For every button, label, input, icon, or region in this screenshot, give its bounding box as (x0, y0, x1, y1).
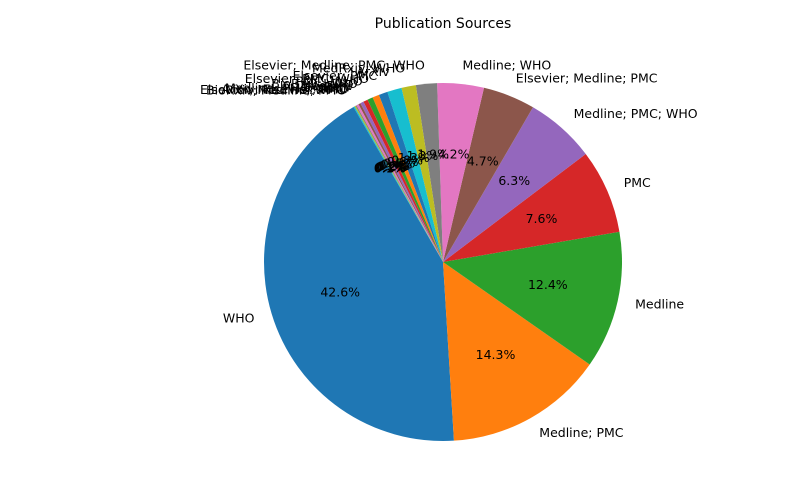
pie-slice (443, 153, 620, 262)
slice-label: WHO (223, 310, 255, 325)
chart-title: Publication Sources (375, 16, 512, 32)
slice-percent-label: 1.3% (407, 148, 439, 163)
slice-label: Elsevier; PMC; WHO (245, 71, 369, 86)
slice-label: MedRxiv (300, 78, 354, 93)
pie-slice (443, 107, 586, 262)
slice-label: BioRxiv (304, 79, 351, 94)
slice-label: Medline; PMC; WHO (574, 106, 698, 121)
slice-label: Medline; PMC (539, 425, 623, 440)
slice-label: PMC; WHO (296, 74, 363, 89)
pie-slice (443, 262, 590, 441)
slice-percent-label: 0.2% (376, 159, 408, 174)
slice-percent-label: 12.4% (528, 277, 568, 292)
slice-percent-label: 0.2% (377, 159, 409, 174)
slice-percent-label: 0.1% (374, 160, 406, 175)
slice-percent-label: 0.6% (387, 154, 419, 169)
pie-slice (443, 87, 533, 262)
pie-slice (378, 91, 443, 263)
pie-labels: WHO Medline; PMC Medline PMC Medline; PMC; W… (200, 57, 698, 440)
slice-label: PMC (624, 175, 651, 190)
pie-slice (358, 103, 443, 262)
pie-slice (367, 97, 443, 262)
pie-slice (353, 106, 443, 262)
slice-percent-label: 0.3% (378, 158, 410, 173)
slice-percent-label: 0.1% (374, 160, 406, 175)
pie-slice (355, 105, 443, 262)
slice-percent-label: 4.7% (467, 154, 499, 169)
pie-slice (387, 87, 443, 262)
slice-label: Medline (635, 297, 684, 312)
slice-percent-label: 0.4% (381, 157, 413, 172)
slice-percent-label: 1.3% (398, 150, 430, 165)
slice-percent-label: 7.6% (526, 211, 558, 226)
slice-label: ArXiv (356, 64, 390, 79)
slice-percent-label: 14.3% (476, 347, 516, 362)
pie-slice (264, 106, 454, 441)
slice-label: Elsevier; PMC (293, 68, 378, 83)
slice-percent-label: 0.8% (391, 152, 423, 167)
pie-slice (360, 101, 443, 262)
slice-percent-label: 1.9% (417, 147, 449, 162)
pie-slice (437, 83, 485, 262)
pie-slice (415, 83, 443, 262)
pie-slice (356, 104, 443, 263)
slice-label: Elsevier; Medline; PMC; WHO (243, 57, 425, 72)
slice-label: Elsevier; Medline; PMC (516, 71, 658, 86)
pie-slice (443, 231, 623, 365)
slice-label: MedRxiv; WHO (312, 60, 405, 75)
slice-label: BioRxiv; Medline; PMC (206, 83, 345, 98)
slice-label: ArXiv; Elsevier; PMC (221, 82, 347, 97)
pie-slice (354, 105, 443, 263)
slice-label: BioRxiv; WHO (271, 76, 358, 91)
pie-slice (363, 99, 443, 263)
slice-percent-label: 0.5% (383, 155, 415, 170)
slice-percent-label: 4.2% (438, 147, 470, 162)
slice-percent-label: 6.3% (498, 173, 530, 188)
slice-percent-label: 42.6% (320, 285, 360, 300)
pie-slices (264, 83, 623, 441)
slice-label: Elsevier; Medline; WHO (200, 82, 346, 97)
pie-slice (401, 85, 443, 262)
slice-percent-label: 0.1% (375, 160, 407, 175)
slice-label: Medline; PMC; WHO (225, 81, 349, 96)
pie-slice (372, 94, 443, 262)
slice-label: Medline; WHO (463, 58, 552, 73)
pie-percent-labels: 42.6% 14.3% 12.4% 7.6% 6.3% 4.7%4.2%1.9%1.3%1… (320, 147, 567, 363)
